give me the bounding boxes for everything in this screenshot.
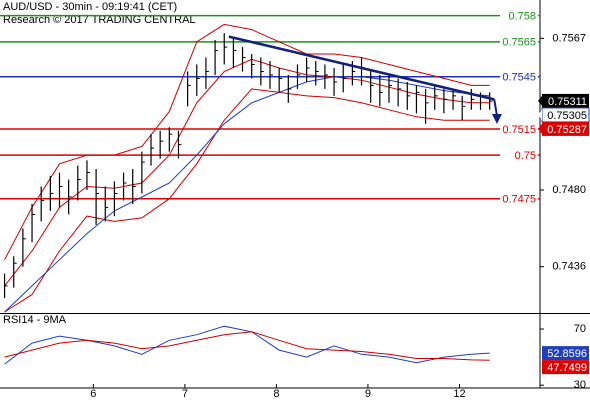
- rsi-title: RSI14 - 9MA: [3, 314, 67, 326]
- level-label: 0.7515: [502, 124, 536, 136]
- indicator-line: [4, 88, 490, 313]
- price-tag: [542, 121, 589, 136]
- price-tag-pointer: [538, 109, 542, 120]
- price-tag-label: 0.75287: [547, 124, 587, 136]
- x-tick-label: 8: [273, 388, 279, 400]
- level-label-bg: [500, 191, 538, 205]
- price-tag: [542, 93, 589, 108]
- price-tag-label: 0.75305: [547, 110, 587, 122]
- arrow: [493, 99, 498, 117]
- rsi-tag-label: 47.7499: [547, 362, 587, 374]
- y-tick-label: 0.7480: [552, 184, 586, 196]
- rsi-line: [4, 331, 490, 361]
- level-label: 0.75: [515, 150, 536, 162]
- level-label-bg: [500, 8, 538, 22]
- level-label-bg: [500, 34, 538, 48]
- level-label: 0.7475: [502, 194, 536, 206]
- indicator-line: [4, 23, 490, 260]
- rsi-tag: [542, 360, 589, 375]
- x-tick-label: 6: [90, 388, 96, 400]
- level-label: 0.758: [508, 11, 536, 23]
- level-label: 0.7565: [502, 37, 536, 49]
- price-tag-pointer: [538, 95, 542, 106]
- price-tag-pointer: [538, 123, 542, 134]
- trendline: [228, 35, 495, 101]
- rsi-y-tick-label: 30: [574, 379, 586, 391]
- rsi-tag-label: 52.8596: [547, 348, 587, 360]
- level-label-bg: [500, 69, 538, 83]
- x-tick-label: 12: [453, 388, 465, 400]
- price-tag-label: 0.75311: [548, 96, 587, 108]
- rsi-tag: [542, 346, 589, 361]
- arrow-head: [491, 114, 502, 125]
- rsi-y-tick-label: 70: [574, 323, 586, 335]
- x-tick-label: 9: [365, 388, 371, 400]
- chart-subtitle: Research © 2017 TRADING CENTRAL: [3, 14, 196, 26]
- level-label: 0.7545: [502, 72, 536, 84]
- level-label-bg: [500, 121, 538, 135]
- indicator-line: [4, 76, 490, 313]
- y-tick-label: 0.7436: [552, 261, 586, 273]
- y-tick-label: 0.7567: [552, 32, 586, 44]
- level-label-bg: [500, 148, 538, 162]
- chart-title: AUD/USD - 30min - 09:19:41 (CET): [3, 1, 177, 13]
- x-tick-label: 7: [182, 388, 188, 400]
